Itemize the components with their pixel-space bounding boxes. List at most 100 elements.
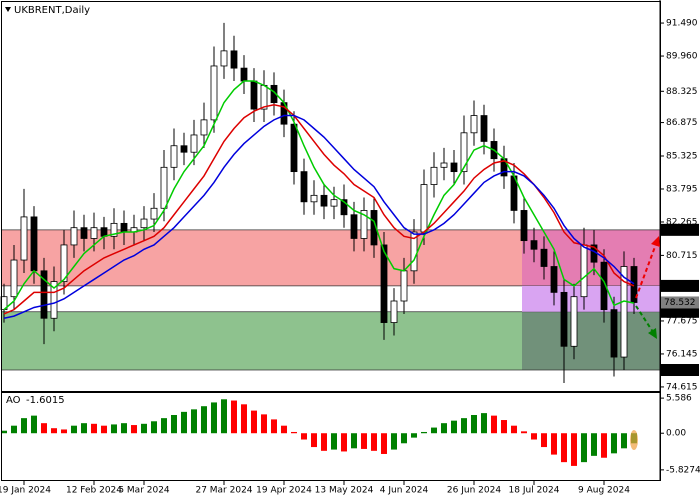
ao-current-value: -1.6015 bbox=[26, 395, 65, 406]
title-icon bbox=[5, 7, 11, 12]
candle-body bbox=[580, 244, 588, 298]
level-label: 75.400 bbox=[664, 366, 696, 376]
y-tick-label: 5.586 bbox=[666, 394, 692, 404]
candle-body bbox=[400, 270, 408, 302]
ao-bar bbox=[221, 399, 227, 434]
up-arrow bbox=[635, 243, 657, 299]
candle-body bbox=[60, 244, 68, 282]
level-label: 78.532 bbox=[664, 298, 696, 308]
candle-body bbox=[240, 67, 248, 82]
ao-bar bbox=[291, 431, 297, 434]
candle-body bbox=[320, 194, 328, 207]
candle-body bbox=[610, 309, 618, 358]
ao-bar bbox=[581, 433, 587, 463]
candle-body bbox=[420, 184, 428, 233]
ao-bar bbox=[31, 415, 37, 434]
candle-body bbox=[220, 50, 228, 67]
zone-highlight bbox=[522, 311, 660, 371]
candle-body bbox=[150, 207, 158, 220]
x-tick-label: 5 Mar 2024 bbox=[118, 486, 170, 496]
candle-body bbox=[540, 248, 548, 267]
y-tick-label: 86.875 bbox=[666, 118, 698, 128]
candle-body bbox=[310, 194, 318, 203]
candle-body bbox=[370, 210, 378, 246]
candle-body bbox=[160, 166, 168, 209]
ao-bar bbox=[481, 413, 487, 434]
ao-bar bbox=[181, 411, 187, 434]
y-tick-label: 80.715 bbox=[666, 251, 698, 261]
ao-bar bbox=[281, 425, 287, 434]
y-tick-label: 77.675 bbox=[666, 316, 698, 326]
ao-bar bbox=[121, 423, 127, 434]
candle-body bbox=[70, 227, 78, 246]
level-label-box bbox=[661, 296, 699, 309]
ao-bar bbox=[611, 433, 617, 454]
ao-bar bbox=[621, 433, 627, 449]
ao-bar bbox=[151, 421, 157, 434]
ao-name: AO bbox=[6, 395, 21, 406]
candle-body bbox=[210, 65, 218, 121]
ao-bar bbox=[421, 431, 427, 434]
ao-bar bbox=[461, 418, 467, 434]
y-tick-label: 91.490 bbox=[666, 19, 698, 29]
candle-body bbox=[600, 261, 608, 311]
candle-body bbox=[440, 162, 448, 168]
ao-bar bbox=[211, 402, 217, 434]
ao-bar bbox=[471, 415, 477, 434]
x-tick-label: 27 Mar 2024 bbox=[195, 486, 252, 496]
candle-body bbox=[360, 210, 368, 239]
ao-bar bbox=[311, 433, 317, 448]
annotations: UKBRENT,Daily AO -1.6015 bbox=[1, 1, 661, 481]
candle-body bbox=[470, 115, 478, 134]
ao-bar bbox=[61, 429, 67, 434]
moving-average bbox=[3, 114, 635, 319]
candle-body bbox=[560, 291, 568, 347]
ao-bar bbox=[531, 433, 537, 440]
ao-bar bbox=[451, 420, 457, 434]
ao-bar bbox=[501, 420, 507, 434]
candle-body bbox=[390, 300, 398, 323]
candle-body bbox=[200, 119, 208, 136]
x-tick-label: 19 Apr 2024 bbox=[256, 486, 312, 496]
ao-highlight bbox=[630, 430, 638, 450]
y-tick-label: 88.325 bbox=[666, 87, 698, 97]
up-arrow-head bbox=[651, 236, 660, 247]
candle-body bbox=[180, 145, 188, 153]
ao-bar bbox=[551, 433, 557, 455]
ao-bar bbox=[271, 419, 277, 434]
candle-body bbox=[100, 227, 108, 237]
ao-bar bbox=[591, 433, 597, 456]
ao-bar bbox=[51, 428, 57, 434]
y-tick-label: 89.960 bbox=[666, 52, 698, 62]
candle-body bbox=[530, 240, 538, 250]
candle-body bbox=[300, 171, 308, 203]
ao-bar bbox=[81, 423, 87, 434]
candle-body bbox=[40, 270, 48, 319]
y-tick-label: 82.265 bbox=[666, 217, 698, 227]
candle-body bbox=[260, 84, 268, 110]
candle-body bbox=[80, 227, 88, 239]
y-tick-label: 0.00 bbox=[666, 429, 686, 439]
ao-bar bbox=[351, 433, 357, 449]
moving-average bbox=[3, 104, 635, 315]
ao-bar bbox=[431, 427, 437, 434]
ao-bar bbox=[491, 415, 497, 434]
ao-bar bbox=[411, 433, 417, 438]
ao-bar bbox=[521, 431, 527, 434]
ao-bar bbox=[231, 400, 237, 434]
ao-bar bbox=[71, 425, 77, 434]
x-tick-label: 26 Jun 2024 bbox=[447, 486, 501, 496]
level-label: 78.100 bbox=[664, 307, 696, 317]
candle-body bbox=[550, 266, 558, 293]
level-label: 79.300 bbox=[664, 281, 696, 291]
main-panel-frame bbox=[1, 1, 661, 392]
y-tick-label: 83.795 bbox=[666, 184, 698, 194]
ao-bar bbox=[301, 433, 307, 440]
candle-body bbox=[350, 214, 358, 239]
level-label-box bbox=[661, 223, 699, 236]
ao-bar bbox=[341, 433, 347, 452]
ao-bar bbox=[321, 433, 327, 451]
candle-body bbox=[480, 115, 488, 142]
x-tick-label: 4 Jun 2024 bbox=[380, 486, 429, 496]
ao-bar bbox=[561, 433, 567, 463]
